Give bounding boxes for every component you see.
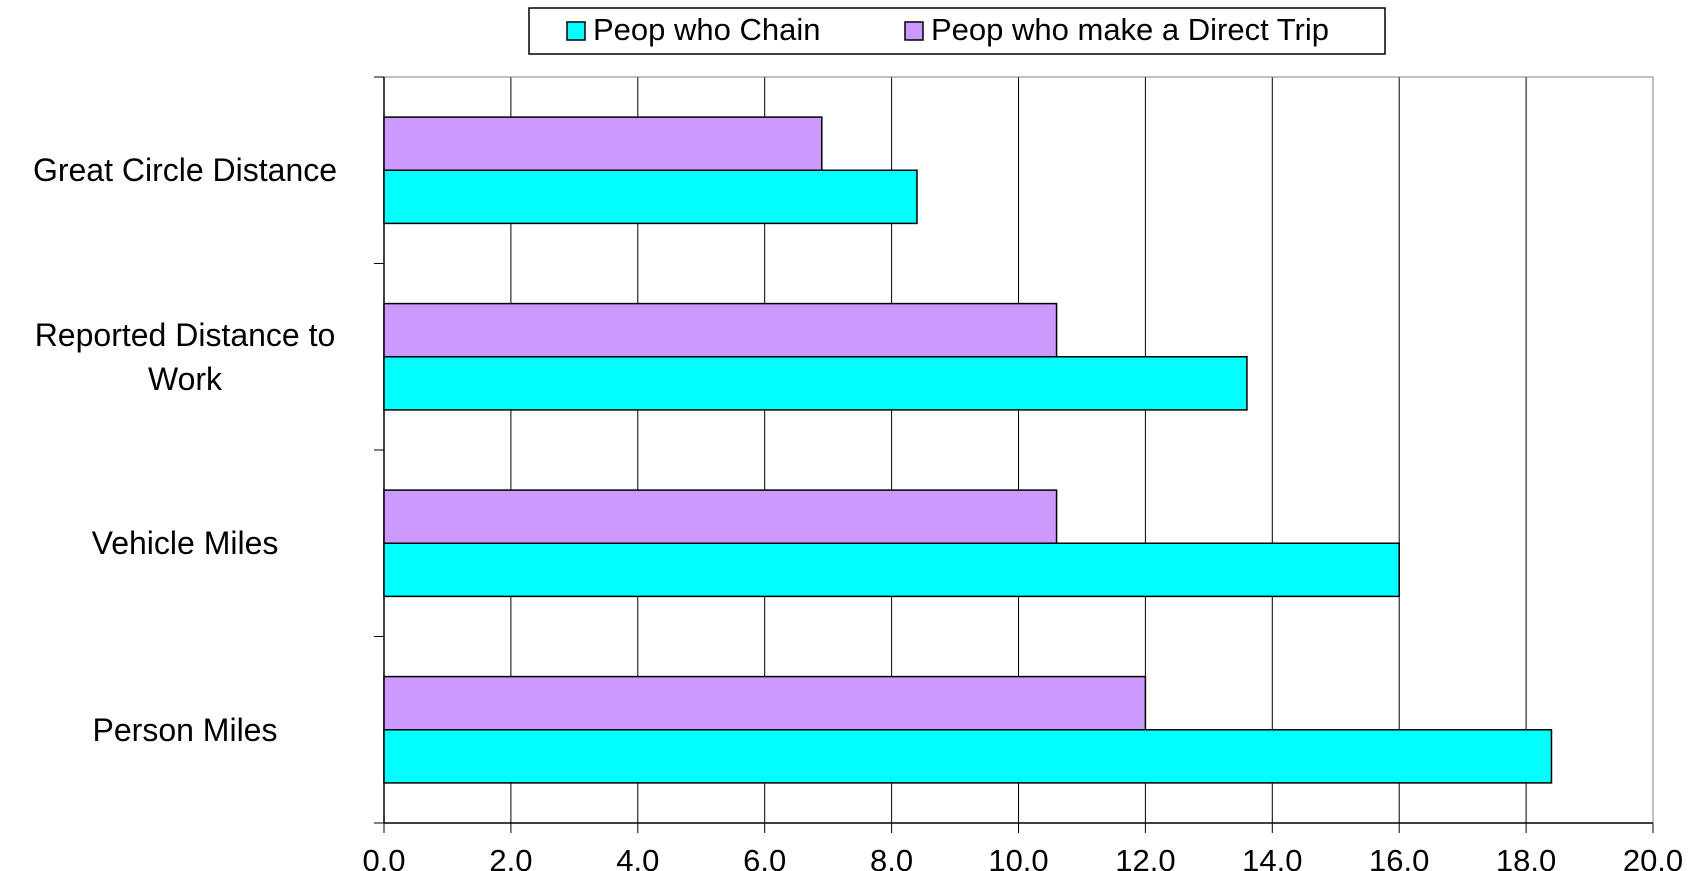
- legend-box: [528, 7, 1386, 55]
- x-tick-label: 0.0: [362, 843, 405, 871]
- legend-swatch: [566, 21, 586, 41]
- x-tick-label: 4.0: [616, 843, 659, 871]
- y-tick-label: Vehicle Miles: [91, 525, 279, 562]
- legend-label: Peop who make a Direct Trip: [931, 12, 1329, 47]
- y-tick-label: Person Miles: [92, 711, 278, 748]
- bar: [383, 356, 1248, 411]
- y-tick-label: Great Circle Distance: [32, 152, 338, 189]
- x-tick-label: 10.0: [988, 843, 1048, 871]
- x-tick-label: 6.0: [743, 843, 786, 871]
- x-tick-label: 8.0: [870, 843, 913, 871]
- bar: [383, 729, 1553, 784]
- x-tick-label: 12.0: [1115, 843, 1175, 871]
- x-tick-label: 18.0: [1496, 843, 1556, 871]
- legend-swatch: [904, 21, 924, 41]
- bar: [383, 675, 1147, 731]
- bar: [383, 302, 1058, 358]
- y-tick-label: Reported Distance to Work: [34, 316, 336, 397]
- legend-label: Peop who Chain: [593, 12, 821, 47]
- bar: [383, 116, 823, 172]
- bar: [383, 169, 918, 225]
- x-tick-label: 16.0: [1369, 843, 1429, 871]
- bar: [383, 542, 1400, 598]
- x-tick-label: 2.0: [489, 843, 532, 871]
- x-tick-label: 20.0: [1623, 843, 1683, 871]
- bar: [383, 489, 1058, 545]
- x-tick-label: 14.0: [1242, 843, 1302, 871]
